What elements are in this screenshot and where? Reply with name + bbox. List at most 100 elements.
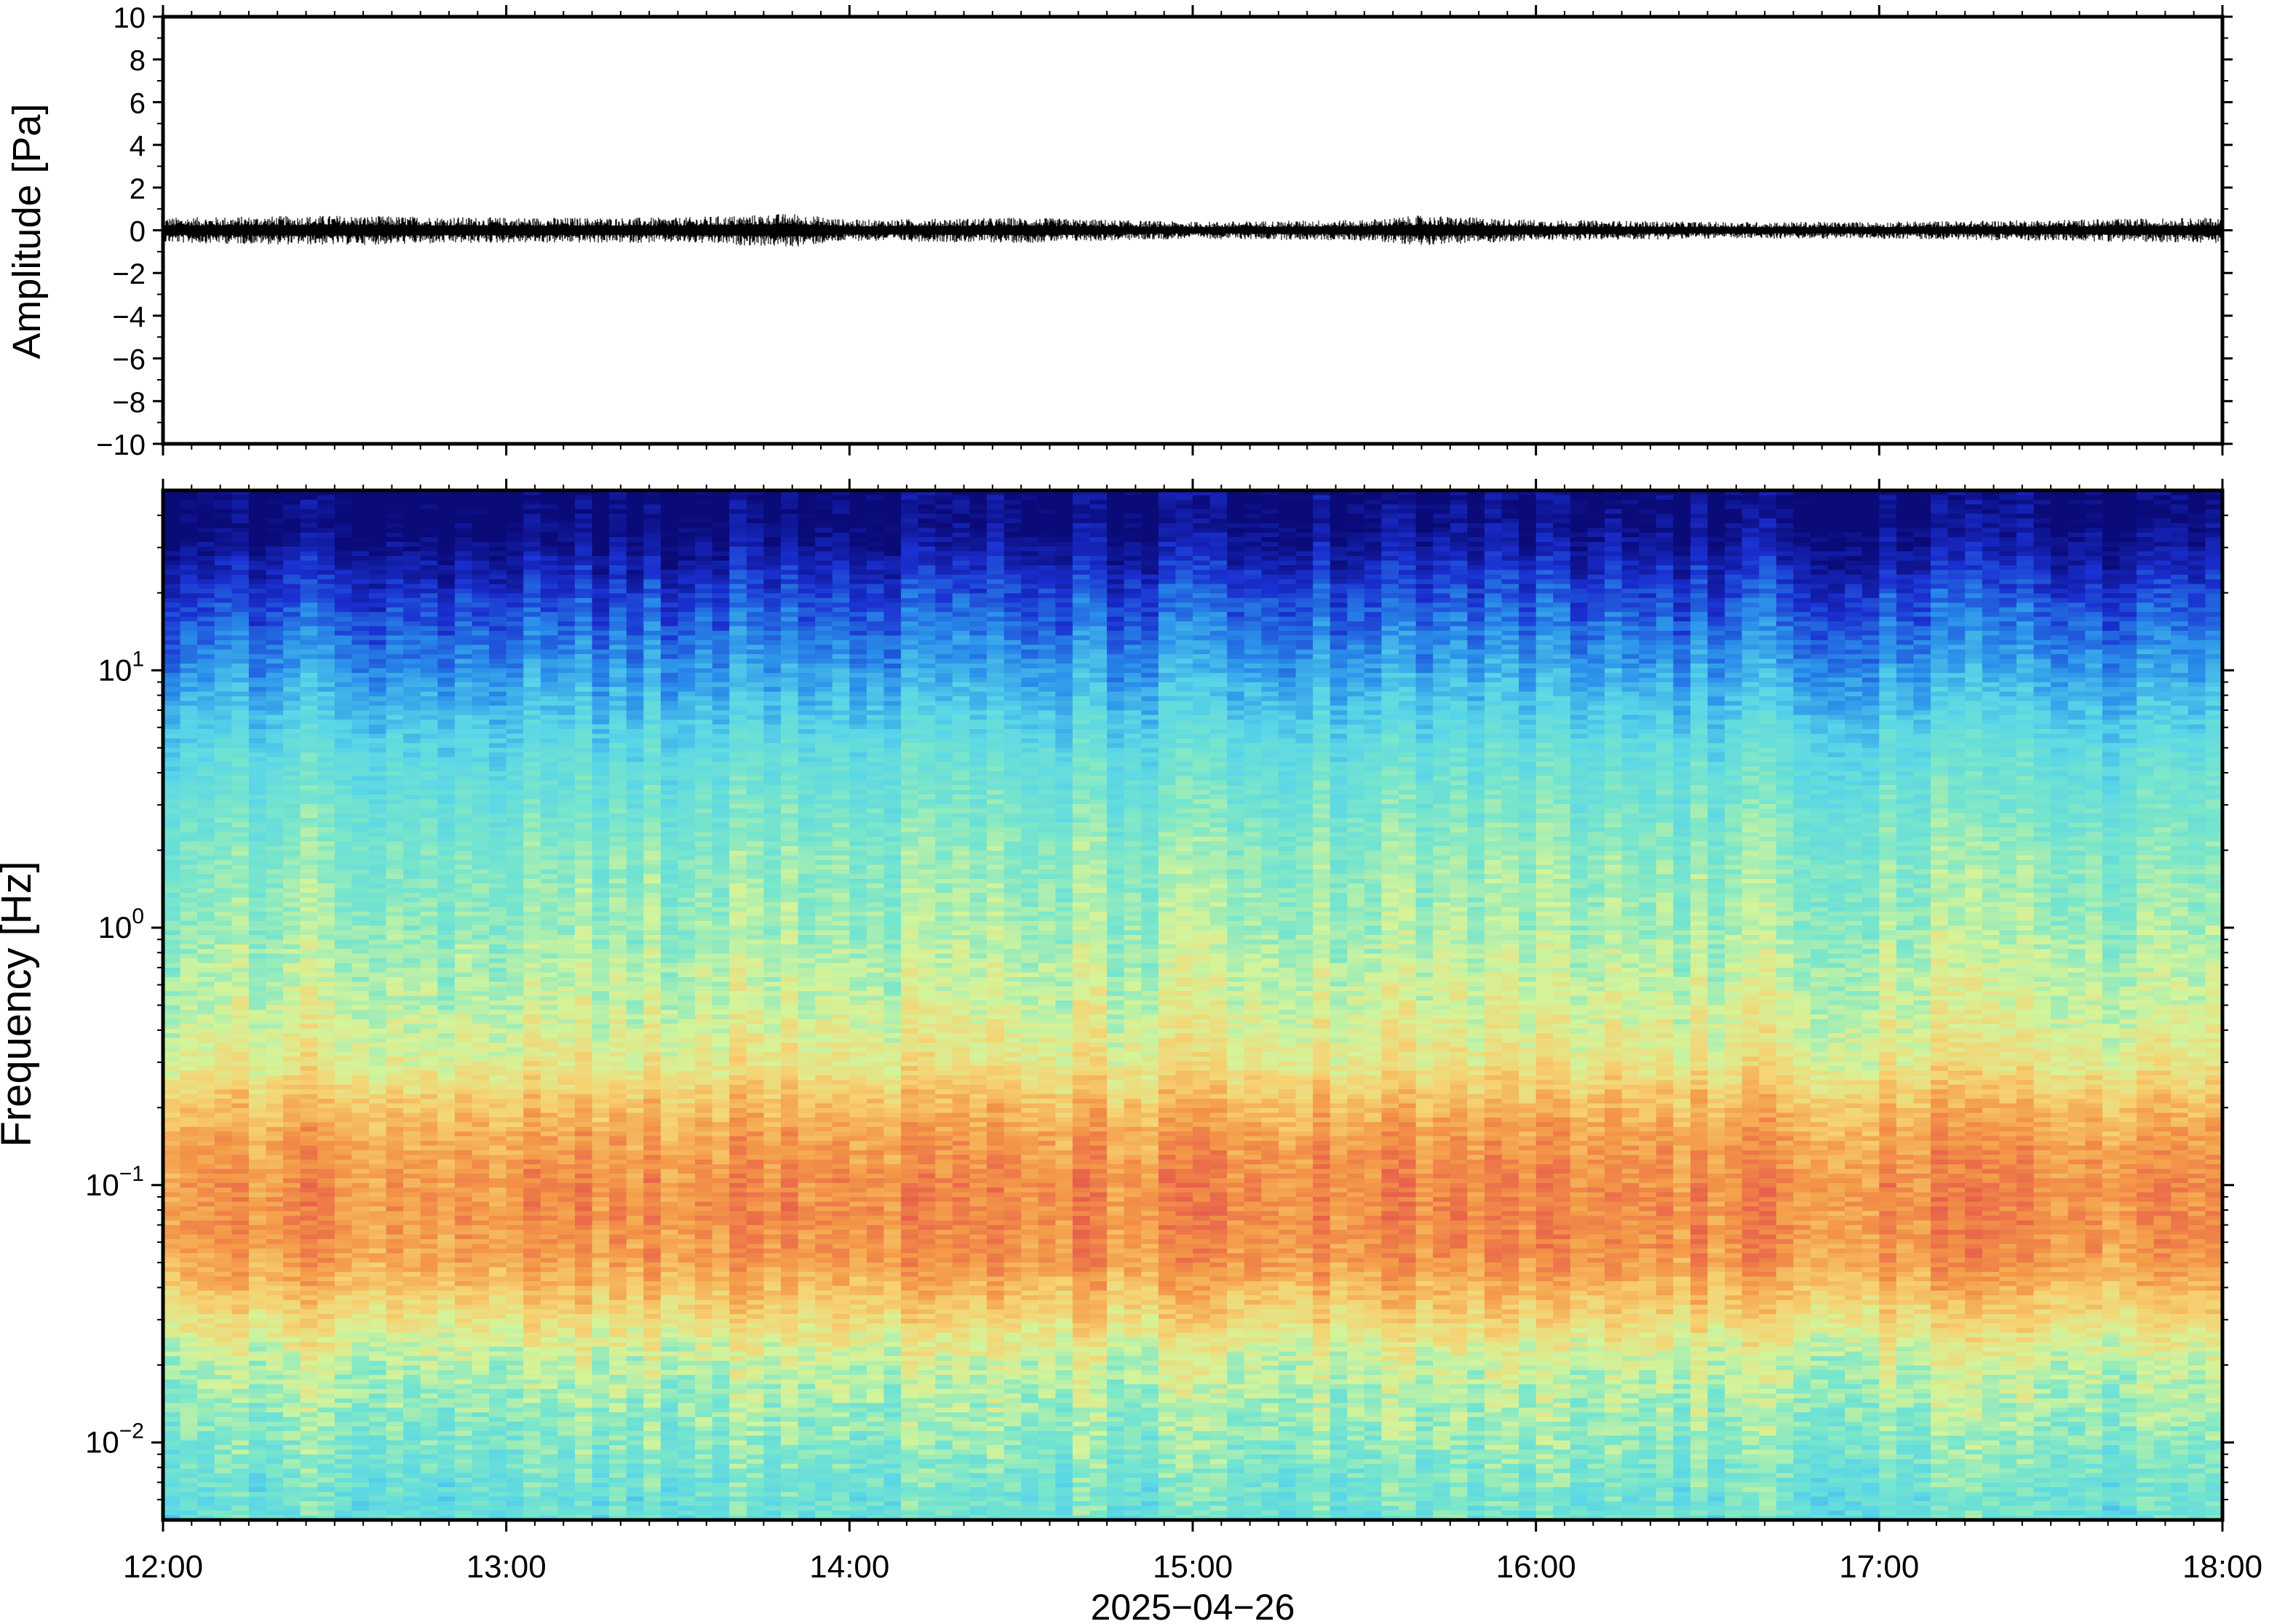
spectrogram-cell <box>1159 514 1176 519</box>
spectrogram-cell <box>661 640 678 645</box>
spectrogram-cell <box>763 654 781 659</box>
spectrogram-cell <box>1124 673 1142 678</box>
spectrogram-cell <box>197 650 215 655</box>
spectrogram-cell <box>1227 584 1244 589</box>
spectrogram-cell <box>678 598 696 603</box>
spectrogram-cell <box>1862 626 1880 632</box>
spectrogram-cell <box>1605 608 1622 613</box>
spectrogram-cell <box>1673 673 1690 678</box>
spectrogram-cell <box>1519 542 1536 547</box>
spectrogram-cell <box>849 556 867 561</box>
spectrogram-cell <box>781 631 798 636</box>
spectrogram-cell <box>592 598 610 603</box>
spectrogram-cell <box>283 570 301 575</box>
spectrogram-cell <box>472 650 490 655</box>
spectrogram-cell <box>1536 552 1554 557</box>
spectrogram-cell <box>592 509 610 514</box>
spectrogram-cell <box>747 504 764 509</box>
spectrogram-cell <box>523 552 541 557</box>
waveform-y-tick-label: 6 <box>130 87 146 119</box>
spectrogram-cell <box>231 589 249 594</box>
spectrogram-cell <box>1519 575 1536 580</box>
spectrogram-cell <box>1879 570 1896 575</box>
spectrogram-cell <box>266 570 284 575</box>
spectrogram-cell <box>1021 542 1038 547</box>
spectrogram-cell <box>1656 495 1674 500</box>
spectrogram-cell <box>421 552 438 557</box>
spectrogram-cell <box>163 612 180 617</box>
spectrogram-cell <box>2034 640 2051 645</box>
spectrogram-cell <box>1982 533 2000 538</box>
spectrogram-cell <box>1828 659 1845 664</box>
spectrogram-cell <box>833 617 850 622</box>
spectrogram-cell <box>627 602 644 608</box>
spectrogram-cell <box>489 556 506 561</box>
spectrogram-cell <box>849 533 867 538</box>
spectrogram-cell <box>1193 500 1210 505</box>
spectrogram-cell <box>1502 659 1519 664</box>
spectrogram-cell <box>1879 594 1896 599</box>
spectrogram-cell <box>1793 565 1811 570</box>
spectrogram-cell <box>1381 546 1399 552</box>
spectrogram-cell <box>901 519 918 524</box>
spectrogram-cell <box>369 556 386 561</box>
spectrogram-cell <box>1244 589 1262 594</box>
spectrogram-cell <box>197 495 215 500</box>
spectrogram-cell <box>1690 668 1708 673</box>
spectrogram-cell <box>2016 664 2034 669</box>
spectrogram-cell <box>1090 495 1108 500</box>
spectrogram-cell <box>1159 631 1176 636</box>
spectrogram-cell <box>301 626 318 632</box>
spectrogram-cell <box>403 659 421 664</box>
spectrogram-cell <box>2034 664 2051 669</box>
spectrogram-cell <box>506 552 524 557</box>
spectrogram-cell <box>2205 570 2222 575</box>
spectrogram-cell <box>1433 602 1450 608</box>
spectrogram-cell <box>798 556 816 561</box>
spectrogram-cell <box>1347 673 1364 678</box>
spectrogram-cell <box>1381 602 1399 608</box>
spectrogram-cell <box>2171 519 2188 524</box>
spectrogram-cell <box>2137 659 2154 664</box>
spectrogram-cell <box>1416 523 1434 528</box>
spectrogram-cell <box>867 594 884 599</box>
spectrogram-cell <box>729 589 747 594</box>
spectrogram-cell <box>763 635 781 640</box>
spectrogram-cell <box>335 546 352 552</box>
spectrogram-cell <box>163 519 180 524</box>
spectrogram-cell <box>437 608 455 613</box>
spectrogram-cell <box>421 589 438 594</box>
spectrogram-cell <box>609 519 627 524</box>
spectrogram-cell <box>335 504 352 509</box>
spectrogram-cell <box>918 654 936 659</box>
spectrogram-cell <box>1742 495 1760 500</box>
spectrogram-cell <box>266 514 284 519</box>
spectrogram-cell <box>1811 542 1828 547</box>
spectrogram-cell <box>317 659 335 664</box>
spectrogram-cell <box>815 509 833 514</box>
spectrogram-cell <box>2102 500 2120 505</box>
spectrogram-cell <box>2102 552 2120 557</box>
spectrogram-cell <box>317 650 335 655</box>
spectrogram-cell <box>1227 602 1244 608</box>
spectrogram-cell <box>1673 668 1690 673</box>
spectrogram-cell <box>163 640 180 645</box>
spectrogram-cell <box>403 589 421 594</box>
spectrogram-cell <box>1124 635 1142 640</box>
spectrogram-cell <box>867 626 884 632</box>
spectrogram-cell <box>2102 645 2120 650</box>
spectrogram-cell <box>1227 594 1244 599</box>
spectrogram-cell <box>1055 598 1073 603</box>
spectrogram-cell <box>1982 621 2000 626</box>
spectrogram-cell <box>2051 509 2068 514</box>
spectrogram-cell <box>1193 626 1210 632</box>
spectrogram-cell <box>489 542 506 547</box>
spectrogram-cell <box>335 565 352 570</box>
spectrogram-cell <box>2120 640 2137 645</box>
spectrogram-cell <box>2051 626 2068 632</box>
spectrogram-cell <box>283 495 301 500</box>
spectrogram-cell <box>249 560 266 565</box>
spectrogram-cell <box>1021 608 1038 613</box>
spectrogram-cell <box>901 500 918 505</box>
spectrogram-cell <box>472 602 490 608</box>
